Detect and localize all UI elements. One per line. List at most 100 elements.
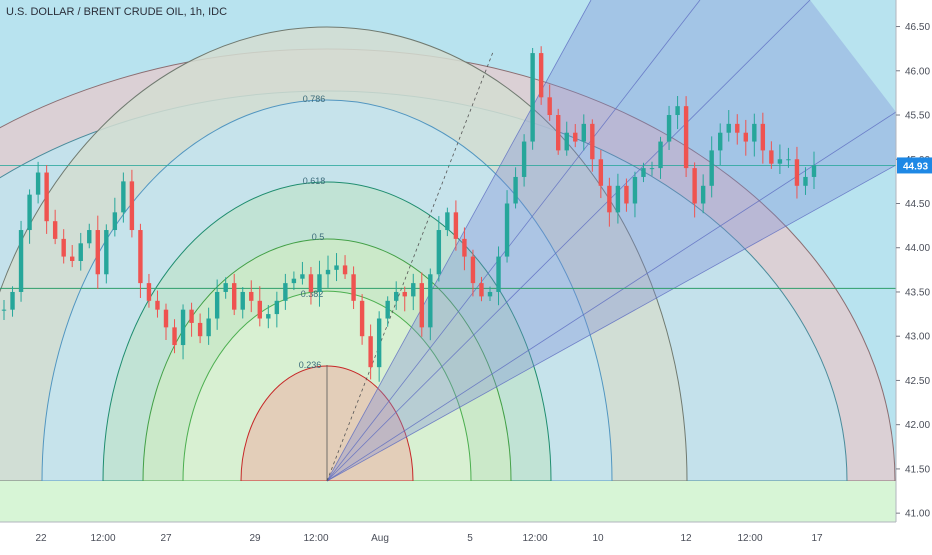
x-tick-label: 12:00 [90,533,115,544]
candle-body [411,283,416,297]
candle-body [121,181,126,213]
y-tick-label: 42.00 [905,420,930,431]
x-tick-label: Aug [371,533,389,544]
candle-body [419,283,424,328]
candle-body [368,336,373,368]
candle-body [300,274,305,279]
candle-body [521,141,527,177]
candle-body [504,203,510,257]
candle-body [163,309,169,328]
candle-body [487,291,493,297]
fib-arc-level-label: 0.382 [301,289,324,299]
candle-body [78,243,83,261]
candle-body [189,309,194,323]
fib-fan-line [326,0,592,482]
fib-trend-line [326,51,494,482]
fib-arc-level-label: 0.5 [312,232,325,242]
candle-body [402,291,407,297]
candle-body [342,265,348,275]
candle-body [266,314,271,319]
candle-body [666,115,672,142]
candle-body [581,123,586,142]
y-tick-label: 41.50 [905,464,930,475]
candle-body [44,172,49,222]
candle-body [334,265,339,270]
fib-lower-band [0,481,896,522]
candle-body [564,132,569,151]
x-tick-label: 12:00 [737,533,762,544]
price-axis[interactable] [896,0,932,550]
candle-body [291,278,297,284]
chart-title: U.S. DOLLAR / BRENT CRUDE OIL, 1h, IDC [6,6,228,18]
y-tick-label: 44.50 [905,199,930,210]
x-tick-label: 17 [811,533,823,544]
current-price-label: 44.93 [903,161,928,172]
candle-body [675,106,680,116]
candle-body [607,185,612,213]
candle-body [325,269,331,275]
candle-body [752,123,757,142]
y-tick-label: 41.00 [905,509,930,520]
candle-body [180,309,186,346]
candle-body [649,168,655,170]
candle-body [530,53,535,142]
candle-body [18,230,24,292]
candle-body [138,230,143,284]
candle-body [87,230,92,244]
candle-body [394,291,399,301]
candle-body [274,300,280,315]
candle-body [27,194,32,231]
fib-fan-line [326,0,811,482]
candle-body [95,230,100,275]
candle-body [385,300,390,319]
candle-body [197,322,203,337]
fib-fan-line [326,0,701,482]
y-tick-label: 46.50 [905,22,930,33]
x-tick-label: 27 [160,533,172,544]
candle-body [232,283,237,310]
candle-body [513,176,518,204]
current-price-badge [897,157,932,174]
x-tick-label: 12 [680,533,692,544]
candle-body [462,238,467,257]
candle-body [615,185,621,213]
candle-body [436,230,442,275]
candle-body [777,159,783,164]
fib-fan-line [326,164,897,482]
y-tick-label: 43.00 [905,332,930,343]
candle-body [35,172,41,195]
candle-body [445,212,450,231]
x-tick-label: 10 [592,533,604,544]
x-tick-label: 12:00 [522,533,547,544]
candle-body [786,159,791,161]
x-tick-label: 5 [467,533,473,544]
candle-body [598,159,604,186]
candle-body [129,181,135,231]
candle-body [658,141,663,169]
candle-body [683,106,689,169]
time-axis[interactable] [0,522,932,550]
candle-body [104,230,109,275]
fib-arc-level-label: 0.236 [299,360,322,370]
candle-body [351,274,356,301]
y-tick-label: 42.50 [905,376,930,387]
x-tick-label: 12:00 [303,533,328,544]
y-tick-label: 46.00 [905,66,930,77]
candle-body [700,185,706,204]
candle-body [1,309,7,311]
fib-arc-level-label: 0.618 [303,176,326,186]
candle-body [257,300,262,319]
x-tick-label: 29 [249,533,261,544]
candle-body [547,97,552,116]
candle-body [632,176,638,204]
candle-body [214,291,220,319]
candle-body [453,212,459,239]
candle-body [479,283,484,297]
candle-body [206,318,211,337]
candle-body [590,123,595,160]
candle-body [172,327,177,346]
candle-body [743,132,748,142]
fib-arc-level-label: 0.786 [303,94,326,104]
